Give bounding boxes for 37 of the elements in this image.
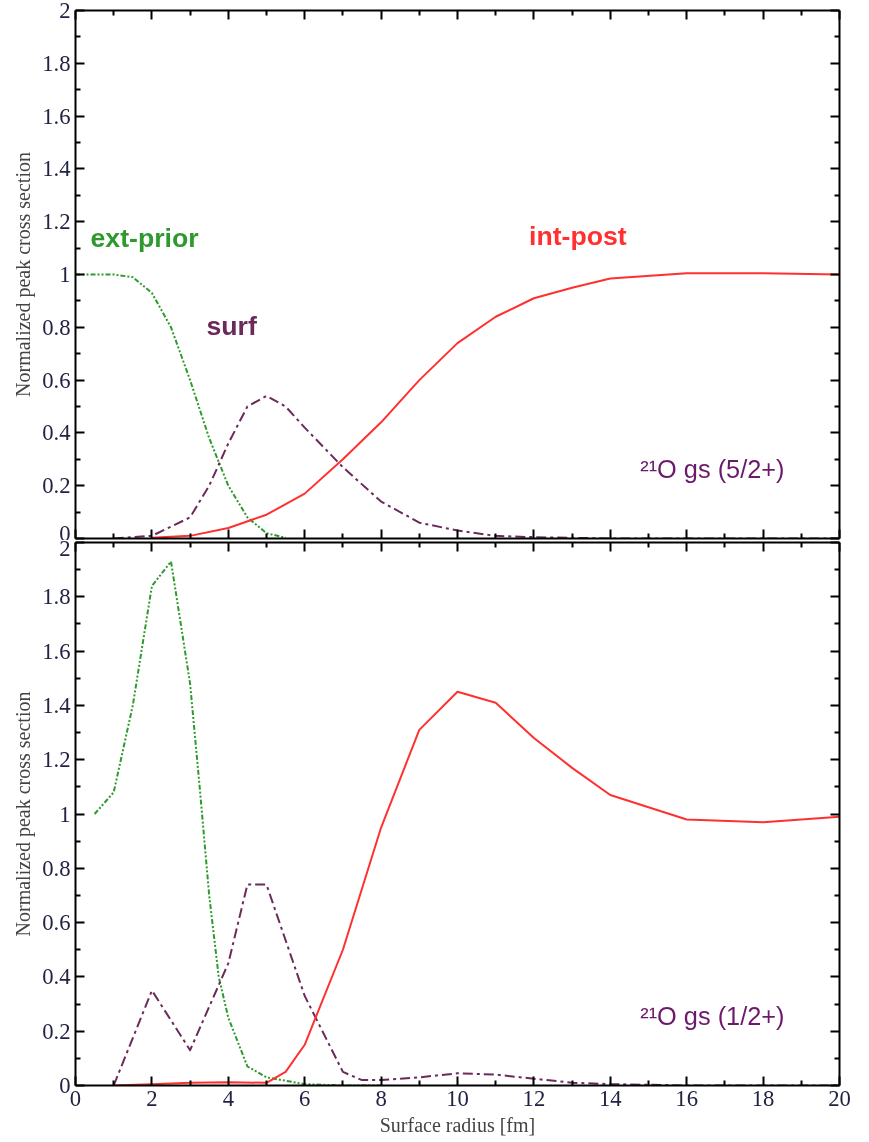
y-tick-label: 1.4 bbox=[42, 692, 71, 718]
y-tick-label: 0.8 bbox=[42, 314, 71, 340]
y-tick-label: 0.6 bbox=[42, 910, 71, 936]
y-axis-title: Normalized peak cross section bbox=[12, 152, 36, 397]
annotation: ²¹O gs (5/2+) bbox=[640, 454, 785, 483]
y-tick-label: 1.2 bbox=[42, 747, 71, 773]
y-tick-label: 0.4 bbox=[42, 964, 71, 990]
x-tick-label: 2 bbox=[146, 1085, 158, 1111]
y-tick-label: 0.6 bbox=[42, 367, 71, 393]
x-tick-label: 18 bbox=[751, 1085, 775, 1111]
x-tick-label: 6 bbox=[299, 1085, 311, 1111]
y-axis-title: Normalized peak cross section bbox=[12, 691, 36, 937]
x-tick-label: 8 bbox=[375, 1085, 387, 1111]
text: surf bbox=[206, 310, 257, 341]
y-tick-label: 1 bbox=[59, 262, 71, 287]
y-tick-label: 1.6 bbox=[42, 103, 71, 129]
y-tick-label: 1 bbox=[59, 801, 71, 827]
annotation: ²¹O gs (1/2+) bbox=[640, 1001, 785, 1030]
y-tick-label: 2 bbox=[59, 0, 71, 23]
series-label: int-post bbox=[528, 221, 627, 252]
x-axis-title: Surface radius [fm] bbox=[379, 1113, 536, 1136]
y-tick-label: 0.2 bbox=[42, 473, 71, 499]
x-tick-label: 16 bbox=[675, 1085, 699, 1111]
y-tick-label: 0.4 bbox=[42, 420, 71, 446]
series-label: ext-prior bbox=[90, 222, 199, 253]
y-tick-label: 1.8 bbox=[42, 50, 71, 76]
y-tick-label: 0.8 bbox=[42, 855, 71, 881]
y-tick-label: 1.6 bbox=[42, 638, 71, 664]
x-tick-label: 4 bbox=[222, 1085, 234, 1111]
x-tick-label: 12 bbox=[522, 1085, 546, 1111]
x-tick-label: 14 bbox=[598, 1085, 622, 1111]
y-tick-label: 1.2 bbox=[42, 209, 71, 235]
y-tick-label: 1.4 bbox=[42, 156, 71, 182]
y-tick-label: 1.8 bbox=[42, 584, 71, 610]
x-tick-label: 10 bbox=[446, 1085, 469, 1111]
x-tick-label: 20 bbox=[828, 1085, 851, 1111]
y-tick-label: 0.2 bbox=[42, 1018, 71, 1044]
